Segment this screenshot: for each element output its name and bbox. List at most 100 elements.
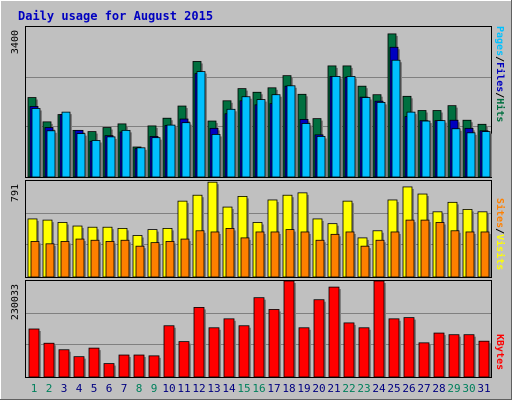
legend-hits: Hits (494, 98, 506, 122)
kbytes-bar (178, 341, 190, 378)
sites-bar (240, 237, 250, 278)
pages-bar (331, 76, 341, 178)
pages-bar (151, 137, 161, 178)
kbytes-bar (133, 354, 145, 378)
sites-bar (450, 230, 460, 278)
x-tick-label: 11 (177, 382, 190, 395)
pages-bar (106, 136, 116, 178)
sites-bar (120, 239, 130, 278)
sites-bar (285, 229, 295, 278)
x-tick-label: 10 (162, 382, 175, 395)
pages-bar (61, 111, 71, 178)
sites-bar (435, 222, 445, 278)
x-tick-label: 20 (312, 382, 325, 395)
chart-title: Daily usage for August 2015 (18, 9, 213, 23)
pages-bar (181, 122, 191, 178)
kbytes-bar (448, 334, 460, 378)
pages-bar (91, 140, 101, 178)
legend-pages: Pages (494, 26, 505, 56)
svg-text:KBytes: KBytes (494, 334, 505, 370)
x-tick-label: 8 (136, 382, 143, 395)
kbytes-bar (118, 354, 130, 378)
pages-bar (121, 129, 131, 178)
x-tick-label: 3 (61, 382, 68, 395)
legend-kbytes: KBytes (494, 334, 505, 370)
x-tick-label: 12 (192, 382, 205, 395)
pages-bar (46, 130, 56, 178)
kbytes-bar (403, 317, 415, 378)
sites-bar (210, 231, 220, 278)
x-tick-label: 27 (417, 382, 430, 395)
pages-bar (361, 97, 371, 178)
sites-bar (60, 241, 70, 278)
pages-bar (346, 76, 356, 178)
x-axis-labels: 1 2 3 4 5 6 7 8 9 10 11 12 13 14 15 16 17 18 19 20 21 22 23 24 2… (31, 382, 491, 395)
x-tick-label: 19 (297, 382, 310, 395)
usage-legend: Pages/Files/Hits (494, 26, 506, 122)
kbytes-bar (223, 318, 235, 378)
pages-bar (421, 120, 431, 178)
x-tick-label: 26 (402, 382, 415, 395)
x-tick-label: 13 (207, 382, 220, 395)
pages-bar (31, 108, 41, 178)
kbytes-bar (238, 325, 250, 378)
x-tick-label: 1 (31, 382, 38, 395)
x-tick-label: 15 (237, 382, 250, 395)
x-tick-label: 29 (447, 382, 460, 395)
sites-bar (105, 241, 115, 278)
bars-layer (26, 33, 492, 378)
legend-visits: Visits (494, 234, 506, 270)
pages-bar (466, 132, 476, 178)
pages-bar (211, 134, 221, 178)
kbytes-bar (433, 332, 445, 378)
kbytes-bar (298, 327, 310, 378)
kbytes-bar (28, 328, 40, 378)
kbytes-bar (313, 299, 325, 378)
sites-bar (180, 238, 190, 278)
pages-bar (301, 123, 311, 178)
sites-bar (255, 231, 265, 278)
pages-bar (241, 96, 251, 178)
pages-bar (406, 111, 416, 178)
sites-bar (315, 239, 325, 278)
sites-bar (165, 241, 175, 278)
kbytes-ymax-label: 230033 (10, 284, 21, 320)
kbytes-bar (103, 363, 115, 378)
sites-bar (375, 239, 385, 278)
pages-bar (376, 102, 386, 178)
x-tick-label: 17 (267, 382, 280, 395)
x-tick-label: 22 (342, 382, 355, 395)
sites-bar (390, 231, 400, 278)
x-tick-label: 14 (222, 382, 236, 395)
kbytes-bar (268, 309, 280, 378)
pages-bar (226, 108, 236, 178)
sites-bar (300, 231, 310, 278)
x-tick-label: 21 (327, 382, 340, 395)
kbytes-legend: KBytes (494, 334, 505, 370)
x-tick-label: 28 (432, 382, 445, 395)
sites-bar (360, 245, 370, 278)
legend-sep-1: / (494, 56, 505, 62)
kbytes-bar (373, 280, 385, 378)
sites-bar (480, 231, 490, 278)
kbytes-bar (358, 327, 370, 378)
kbytes-bar (478, 340, 490, 378)
sites-bar (135, 245, 145, 278)
pages-bar (196, 71, 206, 178)
kbytes-bar (163, 325, 175, 378)
visits-legend: Sites/Visits (494, 198, 506, 270)
sites-bar (465, 231, 475, 278)
kbytes-bar (253, 297, 265, 378)
x-tick-label: 30 (462, 382, 475, 395)
sites-bar (270, 231, 280, 278)
pages-bar (271, 94, 281, 178)
legend-files: Files (494, 62, 506, 92)
visits-ymax-label: 791 (10, 184, 21, 202)
legend-sites: Sites (494, 198, 506, 228)
pages-bar (481, 131, 491, 178)
pages-bar (166, 124, 176, 178)
kbytes-bar (343, 322, 355, 378)
sites-bar (90, 239, 100, 278)
svg-text:Pages/Files/Hits: Pages/Files/Hits (494, 26, 506, 122)
